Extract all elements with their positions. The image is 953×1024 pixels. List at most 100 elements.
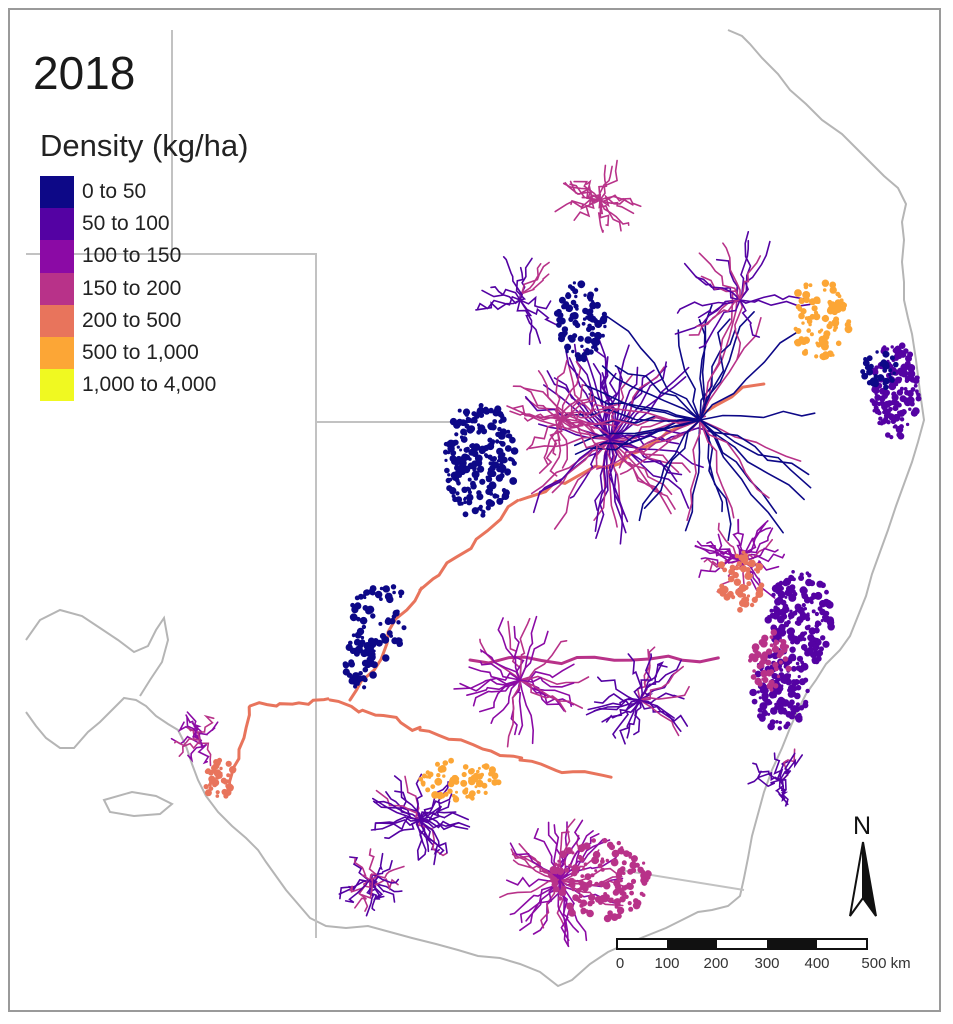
density-cell bbox=[351, 633, 356, 638]
density-cell bbox=[618, 848, 625, 855]
density-cell bbox=[861, 372, 869, 380]
density-cell bbox=[574, 294, 578, 299]
density-cell bbox=[768, 669, 775, 675]
density-cell bbox=[439, 765, 447, 772]
river-segment bbox=[418, 728, 524, 760]
density-cell bbox=[795, 661, 800, 666]
density-cell bbox=[360, 635, 365, 640]
river-segment bbox=[700, 555, 741, 565]
river-segment bbox=[519, 679, 584, 709]
density-cell bbox=[784, 595, 788, 599]
density-cell bbox=[752, 669, 756, 673]
density-cell bbox=[463, 447, 470, 453]
density-cell bbox=[888, 382, 897, 391]
river-segment bbox=[699, 419, 802, 462]
density-cell bbox=[754, 670, 762, 678]
density-cell bbox=[399, 594, 403, 599]
river-segment bbox=[519, 640, 568, 681]
density-cell bbox=[745, 567, 751, 573]
density-cell bbox=[796, 655, 804, 662]
density-cell bbox=[866, 368, 874, 376]
density-cell bbox=[741, 550, 746, 555]
density-cell bbox=[802, 637, 807, 642]
density-cell bbox=[779, 652, 783, 657]
density-cell bbox=[590, 873, 595, 878]
density-cell bbox=[354, 638, 361, 646]
river-segment bbox=[779, 752, 796, 781]
density-cell bbox=[587, 880, 593, 885]
density-cell bbox=[460, 779, 468, 787]
density-cell bbox=[640, 869, 646, 875]
density-cell bbox=[487, 422, 496, 431]
river-segment bbox=[639, 685, 690, 701]
river-segment bbox=[419, 816, 469, 831]
density-cell bbox=[873, 373, 878, 379]
density-cell bbox=[769, 635, 774, 639]
density-cell bbox=[491, 456, 497, 462]
density-cell bbox=[890, 345, 894, 349]
density-cell bbox=[361, 624, 367, 630]
density-cell bbox=[791, 708, 796, 712]
density-cell bbox=[505, 468, 510, 474]
density-cell bbox=[572, 281, 577, 285]
density-cell bbox=[570, 285, 576, 292]
river-segment bbox=[559, 419, 607, 451]
density-cell bbox=[511, 458, 516, 463]
river-segment bbox=[599, 199, 635, 215]
density-cell bbox=[756, 690, 760, 694]
river-segment bbox=[694, 275, 741, 301]
river-segment bbox=[739, 527, 774, 561]
river-segment bbox=[639, 699, 689, 727]
density-cell bbox=[737, 606, 743, 613]
density-cell bbox=[769, 643, 774, 648]
river-segment bbox=[597, 676, 641, 701]
river-segment bbox=[779, 778, 787, 802]
density-cell bbox=[757, 681, 763, 687]
density-cell bbox=[839, 305, 847, 312]
density-cell bbox=[480, 428, 488, 435]
river-segment bbox=[609, 439, 683, 476]
density-cell bbox=[363, 596, 367, 600]
density-cell bbox=[558, 296, 566, 304]
density-cell bbox=[581, 321, 586, 326]
density-cell bbox=[494, 405, 502, 413]
river-segment bbox=[559, 879, 624, 907]
density-cell bbox=[589, 896, 593, 901]
density-cell bbox=[787, 673, 792, 677]
river-segment bbox=[370, 816, 421, 831]
density-cell bbox=[455, 790, 458, 794]
density-cell bbox=[557, 312, 564, 319]
river-segment bbox=[778, 779, 789, 806]
density-cell bbox=[803, 596, 811, 604]
density-cell bbox=[216, 774, 221, 779]
density-cell bbox=[585, 315, 590, 320]
density-cell bbox=[369, 671, 377, 679]
density-cell bbox=[801, 591, 807, 598]
legend-title: Density (kg/ha) bbox=[40, 128, 249, 163]
density-cell bbox=[501, 464, 506, 469]
density-cell bbox=[475, 459, 483, 467]
density-cell bbox=[348, 640, 353, 646]
density-cell bbox=[497, 411, 504, 418]
river-segment bbox=[415, 819, 430, 853]
density-cell bbox=[614, 904, 619, 909]
density-cell bbox=[885, 409, 891, 415]
density-cell bbox=[628, 906, 634, 912]
density-cell bbox=[757, 707, 763, 713]
density-cell bbox=[357, 675, 364, 682]
density-cell bbox=[769, 719, 776, 726]
density-cell bbox=[203, 784, 209, 790]
density-cell bbox=[565, 847, 573, 855]
density-cell bbox=[586, 326, 592, 333]
density-cell bbox=[898, 371, 903, 376]
river-segment bbox=[593, 693, 641, 704]
density-cell bbox=[783, 723, 789, 730]
density-cell bbox=[462, 511, 469, 518]
density-cell bbox=[730, 575, 735, 580]
density-cell bbox=[915, 395, 922, 402]
density-cell bbox=[758, 696, 762, 700]
density-cell bbox=[788, 637, 792, 641]
density-cell bbox=[888, 413, 896, 421]
density-cell bbox=[223, 793, 229, 799]
density-cell bbox=[483, 790, 488, 796]
